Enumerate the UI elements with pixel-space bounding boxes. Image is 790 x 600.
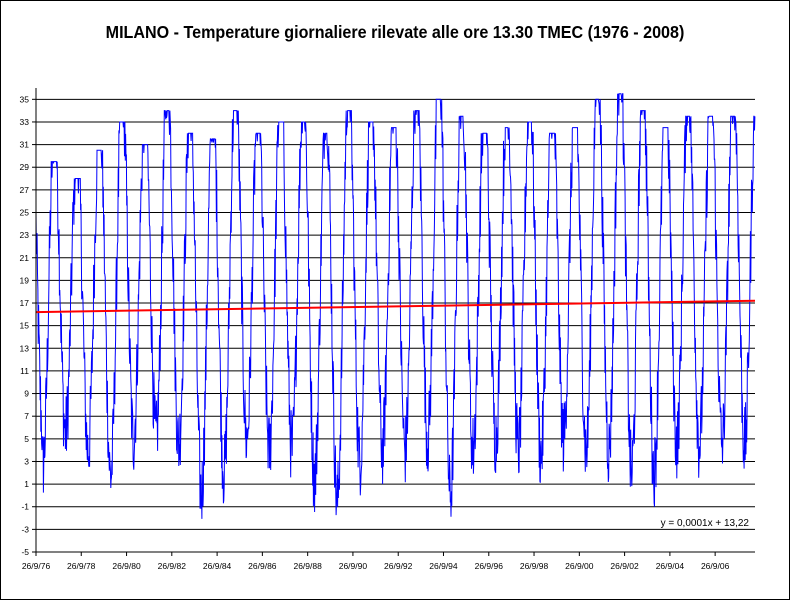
y-tick-label: 15 (20, 321, 30, 331)
x-tick-label: 26/9/86 (248, 561, 277, 571)
x-tick-label: 26/9/78 (67, 561, 96, 571)
chart-title: MILANO - Temperature giornaliere rilevat… (105, 22, 685, 42)
y-tick-label: 11 (20, 366, 29, 376)
y-tick-label: 3 (24, 456, 29, 466)
x-tick-label: 26/9/76 (22, 561, 51, 571)
y-tick-label: 5 (24, 434, 29, 444)
x-tick-label: 26/9/04 (656, 561, 685, 571)
y-tick-label: 21 (20, 253, 30, 263)
x-axis-ticks: 26/9/76 26/9/78 26/9/80 26/9/82 26/9/84 26/9/… (22, 552, 730, 571)
y-tick-label: 27 (20, 185, 30, 195)
y-tick-label: 23 (20, 230, 30, 240)
y-tick-label: 17 (20, 298, 30, 308)
x-tick-label: 26/9/96 (475, 561, 504, 571)
y-tick-label: 29 (20, 162, 30, 172)
x-tick-label: 26/9/80 (112, 561, 141, 571)
y-tick-label: 35 (20, 94, 30, 104)
y-tick-label: 31 (20, 140, 30, 150)
y-tick-label: -3 (21, 524, 29, 534)
x-tick-label: 26/9/82 (158, 561, 187, 571)
x-tick-label: 26/9/06 (701, 561, 730, 571)
y-tick-label: -5 (21, 547, 29, 557)
x-tick-label: 26/9/00 (565, 561, 594, 571)
y-tick-label: 1 (24, 479, 29, 489)
y-tick-label: 33 (20, 117, 30, 127)
x-tick-label: 26/9/02 (610, 561, 639, 571)
temperature-series-line (35, 93, 756, 519)
y-tick-label: -1 (21, 502, 29, 512)
y-tick-label: 7 (24, 411, 29, 421)
x-tick-label: 26/9/92 (384, 561, 413, 571)
x-tick-label: 26/9/88 (293, 561, 322, 571)
trendline-equation: y = 0,0001x + 13,22 (661, 518, 750, 529)
x-tick-label: 26/9/94 (429, 561, 458, 571)
x-tick-label: 26/9/84 (203, 561, 232, 571)
y-tick-label: 25 (20, 207, 30, 217)
x-tick-label: 26/9/90 (339, 561, 368, 571)
y-tick-label: 9 (24, 389, 29, 399)
x-tick-label: 26/9/98 (520, 561, 549, 571)
y-tick-label: 19 (20, 275, 30, 285)
y-tick-label: 13 (20, 343, 30, 353)
trend-series-line (35, 299, 756, 314)
